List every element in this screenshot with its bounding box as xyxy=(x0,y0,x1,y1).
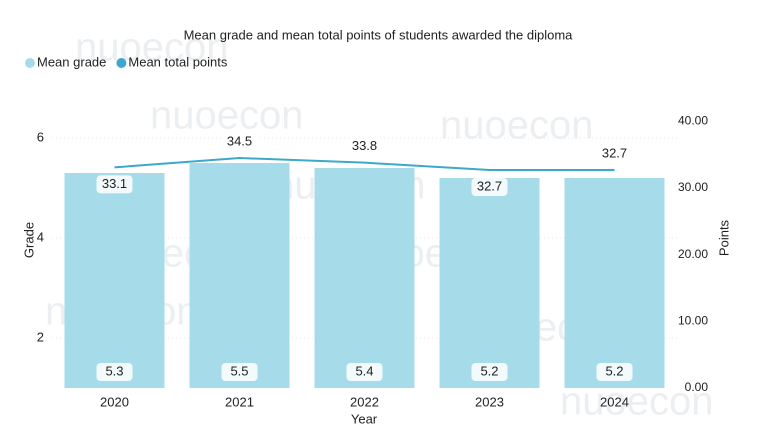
line-value-label: 33.1 xyxy=(102,176,127,191)
bar-value-label: 5.2 xyxy=(596,363,633,381)
line-value-label: 33.1 xyxy=(96,175,133,194)
label-box xyxy=(96,175,133,194)
x-axis-title: Year xyxy=(351,411,378,426)
y2-axis-title: Points xyxy=(716,219,731,256)
bar-value-label: 5.5 xyxy=(230,363,248,378)
line-value-label: 33.8 xyxy=(352,138,377,153)
x-tick-label: 2022 xyxy=(350,394,379,409)
line-value-label: 33.8 xyxy=(346,137,383,156)
x-tick-label: 2024 xyxy=(600,394,629,409)
bar xyxy=(314,168,415,388)
bar xyxy=(439,178,540,388)
label-box xyxy=(346,363,383,381)
label-box xyxy=(96,363,133,381)
watermark: nuoecon xyxy=(75,26,228,70)
label-box xyxy=(346,137,383,156)
legend-label: Mean total points xyxy=(128,54,228,69)
bar xyxy=(564,178,665,388)
chart-title: Mean grade and mean total points of stud… xyxy=(184,27,574,42)
x-tick-label: 2020 xyxy=(100,394,129,409)
y2-tick-label: 0.00 xyxy=(685,380,709,394)
x-tick-label: 2023 xyxy=(475,394,504,409)
y2-tick-label: 20.00 xyxy=(678,247,708,261)
y-tick-label: 4 xyxy=(37,229,44,244)
label-box xyxy=(596,363,633,381)
bar xyxy=(189,163,290,388)
legend-marker xyxy=(116,58,127,68)
watermark: nuoecon xyxy=(440,104,593,148)
line-value-label: 32.7 xyxy=(477,178,502,193)
y2-tick-label: 40.00 xyxy=(678,114,708,128)
bar xyxy=(64,173,165,388)
bar-value-label: 5.3 xyxy=(105,363,123,378)
bar-value-label: 5.4 xyxy=(346,363,383,381)
bar-value-label: 5.2 xyxy=(605,363,623,378)
line xyxy=(114,156,615,171)
label-box xyxy=(596,145,633,163)
label-box xyxy=(221,133,258,151)
line-value-label: 34.5 xyxy=(221,133,258,151)
line-value-label: 34.5 xyxy=(227,133,252,148)
y-tick-label: 2 xyxy=(37,329,44,344)
label-box xyxy=(471,363,508,381)
y2-tick-label: 10.00 xyxy=(678,314,708,328)
line-value-label: 32.7 xyxy=(596,145,633,163)
bar-value-label: 5.4 xyxy=(355,363,373,378)
y-axis-title: Grade xyxy=(21,222,36,258)
watermark: nuoecon xyxy=(150,94,303,138)
bar-value-label: 5.5 xyxy=(221,363,258,381)
legend-marker xyxy=(25,58,35,68)
y-tick-label: 6 xyxy=(37,129,44,144)
legend-label: Mean grade xyxy=(37,54,106,69)
line-value-label: 32.7 xyxy=(602,145,627,160)
label-box xyxy=(471,178,508,196)
label-box xyxy=(221,363,258,381)
x-tick-label: 2021 xyxy=(225,394,254,409)
line-value-label: 32.7 xyxy=(471,178,508,196)
y2-tick-label: 30.00 xyxy=(678,180,708,194)
bar-value-label: 5.2 xyxy=(471,363,508,381)
bar-value-label: 5.2 xyxy=(480,363,498,378)
bar-value-label: 5.3 xyxy=(96,363,133,381)
